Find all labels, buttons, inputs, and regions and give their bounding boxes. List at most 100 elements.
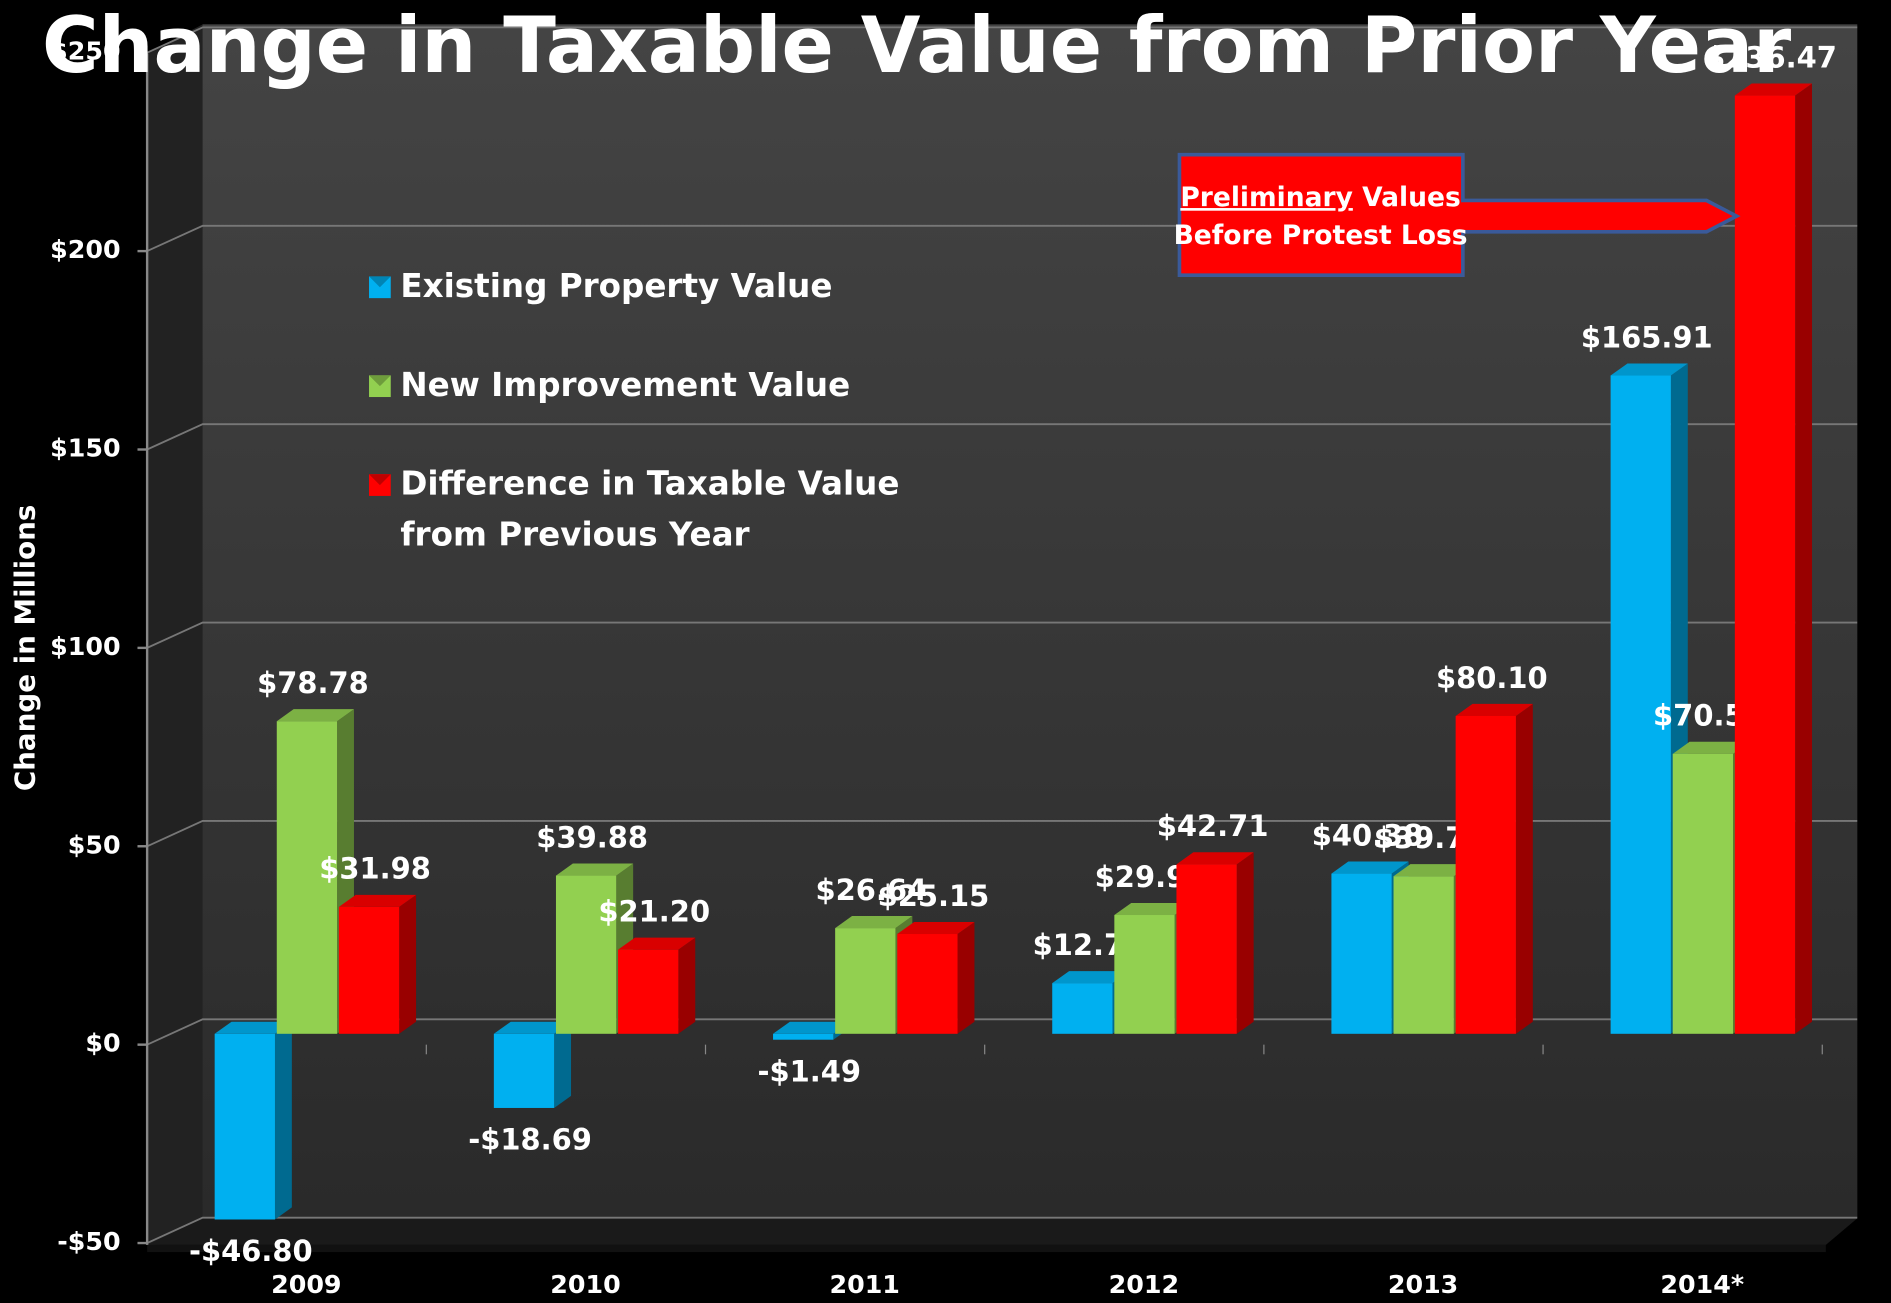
bar-front: [555, 875, 617, 1034]
annotation-underlined: Preliminary: [1180, 182, 1353, 213]
bar-top: [1331, 861, 1409, 874]
bar-top: [1176, 852, 1254, 865]
x-tick-label: 2010: [550, 1269, 620, 1299]
y-tick-label: $0: [85, 1028, 120, 1058]
data-label: $26.64: [815, 873, 927, 907]
bar-front: [338, 906, 400, 1034]
grid-line: [146, 1018, 1858, 1046]
bars: -$46.80 $78.78 $31.98 -$18.69 $39.88 $21.20 -$…: [189, 40, 1837, 1268]
data-label: $236.47: [1705, 40, 1837, 74]
bar-top: [555, 863, 634, 876]
y-tick-label: $200: [50, 234, 120, 264]
bar-top: [835, 916, 913, 929]
y-tick-label: $150: [50, 432, 120, 462]
bar: [1610, 363, 1688, 1034]
bar-side: [274, 1021, 292, 1220]
data-label: -$1.49: [757, 1054, 861, 1088]
bar: [214, 1021, 292, 1220]
bar-top: [493, 1021, 572, 1034]
bar-front: [618, 949, 679, 1034]
data-label: -$18.69: [468, 1123, 592, 1157]
bar-front: [1610, 375, 1671, 1034]
y-tick-label: -$50: [57, 1226, 120, 1256]
bar-front: [214, 1033, 275, 1220]
y-tick-label: $100: [50, 631, 120, 661]
data-label: $25.15: [878, 879, 990, 913]
x-tick-label: 2014*: [1660, 1269, 1744, 1299]
bar-front: [276, 721, 338, 1034]
data-label: $42.71: [1157, 809, 1269, 843]
bar-top: [618, 937, 696, 950]
bar-top: [1393, 864, 1471, 877]
bar-front: [1176, 864, 1237, 1034]
legend-entry: New Improvement Value: [400, 367, 850, 404]
grid-line: [146, 26, 1858, 54]
chart-title: Change in Taxable Value from Prior Year: [42, 1, 1791, 91]
bar-top: [773, 1021, 851, 1034]
bar-top: [1672, 741, 1750, 754]
grid-line: [146, 621, 1858, 649]
bar-front: [1455, 715, 1516, 1034]
bar-top: [1114, 902, 1192, 916]
legend-label: Difference in Taxable Value from Previou…: [400, 465, 900, 554]
bar-front: [1672, 753, 1734, 1034]
bar-top: [338, 894, 417, 907]
bar-side: [678, 937, 696, 1034]
legend: Existing Property Value New Improvement V…: [369, 267, 900, 554]
bar-front: [773, 1033, 834, 1040]
legend-label: Existing Property Value: [400, 267, 833, 306]
annotation-rest: Values: [1353, 182, 1461, 213]
bar: [618, 937, 696, 1034]
data-label: $21.20: [598, 895, 710, 929]
bar-side: [399, 894, 417, 1034]
data-label: $39.88: [536, 820, 648, 854]
bar-side: [1795, 83, 1813, 1034]
bar-front: [493, 1033, 555, 1108]
floor-edge: [147, 1244, 1826, 1253]
bar-top: [1610, 363, 1688, 376]
annotation-line1: Preliminary Values: [1180, 182, 1460, 213]
annotation: Preliminary Values Before Protest Loss: [1174, 152, 1741, 278]
data-label: $78.78: [257, 666, 369, 700]
legend-swatch-top: [369, 474, 391, 486]
bar-front: [1393, 876, 1454, 1034]
bar: [1734, 83, 1813, 1034]
grid-line: [146, 1216, 1858, 1244]
x-tick-label: 2012: [1109, 1269, 1179, 1299]
bar: [897, 921, 975, 1034]
bar-top: [1455, 703, 1533, 716]
bar-side: [1515, 703, 1533, 1034]
bar: [338, 894, 417, 1034]
bar-front: [1331, 873, 1392, 1034]
x-tick-label: 2011: [829, 1269, 899, 1299]
y-tick-label: $250: [50, 36, 120, 66]
data-label: $80.10: [1436, 661, 1548, 695]
data-label: $40.38: [1312, 818, 1424, 852]
y-axis-label: Change in Millions: [9, 505, 42, 792]
annotation-line2: Before Protest Loss: [1174, 220, 1468, 251]
bar-top: [214, 1021, 292, 1034]
bar-side: [957, 921, 975, 1034]
y-tick-label: $50: [68, 829, 121, 859]
callout: [1177, 152, 1741, 278]
bar-side: [1236, 852, 1254, 1034]
bar-top: [897, 921, 975, 935]
bar-front: [897, 934, 958, 1034]
data-label: $31.98: [319, 852, 431, 886]
bar: [1455, 703, 1533, 1034]
grid-line: [146, 423, 1858, 451]
bar-top: [276, 709, 354, 722]
grid-line: [146, 820, 1858, 848]
bar-top: [1734, 83, 1813, 96]
legend-entry: Difference in Taxable Value from Previou…: [400, 465, 900, 554]
legend-swatch-top: [369, 276, 391, 288]
bar-front: [1052, 983, 1113, 1034]
data-label: $165.91: [1581, 320, 1713, 354]
bar-front: [1734, 95, 1796, 1034]
legend-entry: Existing Property Value: [400, 267, 833, 306]
bar: [1176, 852, 1254, 1034]
data-label: -$46.80: [189, 1234, 313, 1268]
legend-swatch-top: [369, 375, 391, 387]
bar-top: [1052, 971, 1130, 984]
